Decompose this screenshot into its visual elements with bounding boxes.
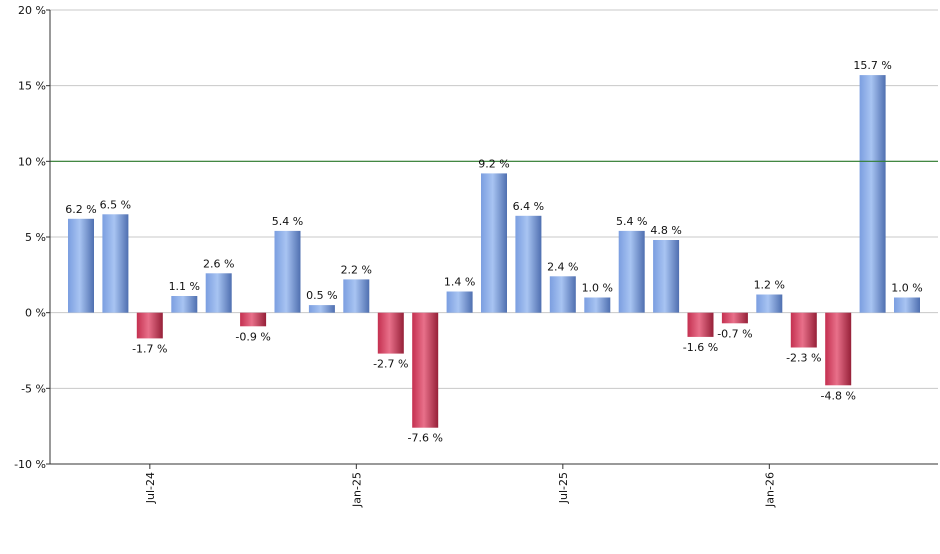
- data-label: 1.0 %: [582, 282, 613, 295]
- bar-negative: [721, 312, 748, 324]
- y-tick-label: -5 %: [21, 382, 46, 395]
- data-labels: 6.2 % 6.5 % -1.7 % 1.1 %2.6 % -0.9 % 5.4 % 0.5…: [65, 59, 922, 445]
- bar-positive: [756, 294, 783, 313]
- bar-positive: [618, 230, 645, 313]
- data-label: 9.2 %: [478, 157, 509, 170]
- bar-negative: [687, 312, 714, 337]
- data-label: 1.2 %: [754, 279, 785, 292]
- data-label: 1.4 %: [444, 276, 475, 289]
- bar-positive: [584, 297, 611, 313]
- data-label: 1.1 %: [169, 280, 200, 293]
- bar-positive: [102, 214, 129, 313]
- bar-positive: [549, 276, 576, 313]
- data-label: -2.3 %: [786, 352, 821, 365]
- bar-negative: [790, 312, 817, 348]
- bar-negative: [825, 312, 852, 386]
- data-label: 2.2 %: [341, 263, 372, 276]
- data-label: -1.7 %: [132, 342, 167, 355]
- data-label: 4.8 %: [650, 224, 681, 237]
- x-tick-label: Jan-25: [350, 472, 363, 508]
- data-label: 2.4 %: [547, 260, 578, 273]
- y-tick-label: 5 %: [25, 231, 46, 244]
- y-tick-label: 0 %: [25, 307, 46, 320]
- data-label: -7.6 %: [407, 432, 442, 445]
- bar-negative: [377, 312, 404, 354]
- data-label: 6.5 %: [100, 198, 131, 211]
- data-label: 0.5 %: [306, 289, 337, 302]
- data-label: -2.7 %: [373, 358, 408, 371]
- data-label: 6.2 %: [65, 203, 96, 216]
- data-label: 5.4 %: [272, 215, 303, 228]
- bar-negative: [136, 312, 163, 339]
- data-label: -0.9 %: [235, 330, 270, 343]
- axes: 20 % 15 % 10 % 5 % 0 % -5 % -10 % Jul-24 Jan-25 J…: [14, 4, 938, 508]
- bar-positive: [481, 173, 507, 313]
- x-tick-label: Jul-25: [557, 472, 570, 504]
- data-label: -4.8 %: [820, 389, 855, 402]
- bar-positive: [274, 230, 301, 313]
- bar-positive: [446, 291, 473, 313]
- bar-positive: [343, 279, 370, 313]
- y-tick-label: 10 %: [18, 155, 46, 168]
- bar-negative: [240, 312, 267, 327]
- bar-positive: [68, 218, 94, 313]
- y-tick-label: 20 %: [18, 4, 46, 17]
- data-label: 1.0 %: [891, 282, 922, 295]
- bar-positive: [653, 240, 680, 313]
- data-label: 6.4 %: [513, 200, 544, 213]
- bar-positive: [859, 75, 886, 313]
- y-tick-label: -10 %: [14, 458, 46, 471]
- bar-positive: [515, 215, 542, 313]
- data-label: 2.6 %: [203, 257, 234, 270]
- bars: [68, 75, 920, 428]
- data-label: -1.6 %: [683, 341, 718, 354]
- data-label: 15.7 %: [853, 59, 891, 72]
- x-tick-label: Jul-24: [144, 472, 157, 504]
- data-label: -0.7 %: [717, 327, 752, 340]
- bar-positive: [205, 273, 232, 313]
- data-label: 5.4 %: [616, 215, 647, 228]
- bar-negative: [412, 312, 439, 428]
- bar-positive: [308, 305, 335, 313]
- y-tick-label: 15 %: [18, 80, 46, 93]
- x-tick-label: Jan-26: [763, 472, 776, 508]
- bar-positive: [171, 296, 198, 313]
- bar-positive: [894, 297, 920, 313]
